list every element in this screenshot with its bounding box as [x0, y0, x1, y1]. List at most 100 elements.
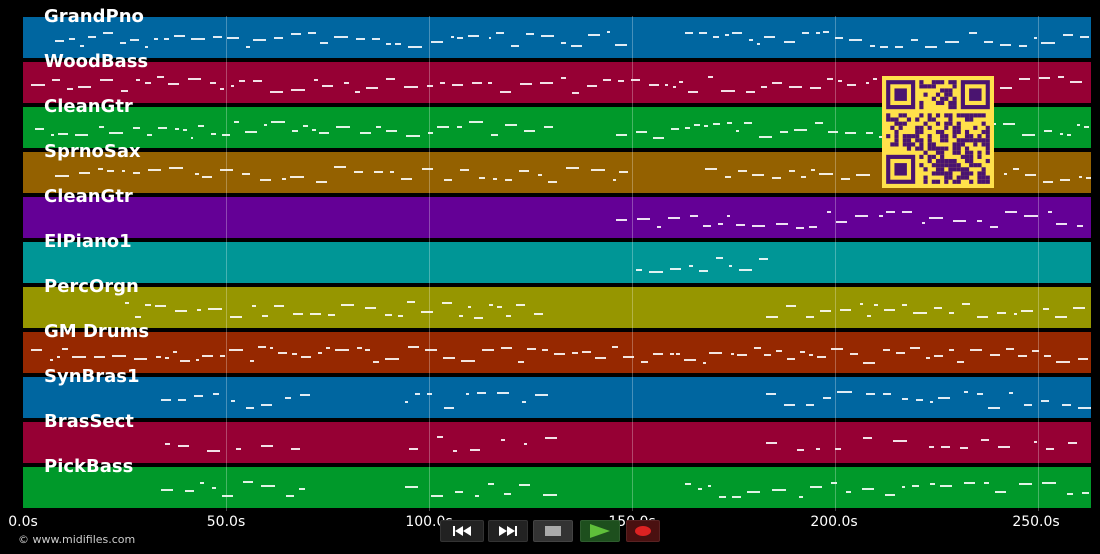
note-mark	[683, 358, 697, 361]
note-mark	[844, 132, 857, 135]
note-mark	[1013, 313, 1017, 316]
track-lane-elpiano1[interactable]	[23, 241, 1091, 284]
note-mark	[539, 81, 553, 84]
note-mark	[303, 125, 308, 128]
note-mark	[964, 482, 975, 485]
note-mark	[458, 314, 464, 317]
note-mark	[698, 32, 708, 35]
note-mark	[1055, 223, 1068, 226]
note-mark	[443, 356, 456, 359]
note-mark	[834, 37, 843, 40]
note-mark	[884, 308, 895, 311]
note-mark	[738, 170, 747, 173]
note-mark	[292, 130, 298, 133]
note-mark	[376, 126, 381, 129]
track-lane-synbras1[interactable]	[23, 376, 1091, 419]
note-mark	[969, 349, 982, 352]
note-mark	[1032, 350, 1040, 353]
note-mark	[817, 355, 826, 358]
rewind-button[interactable]	[440, 520, 484, 542]
note-mark	[731, 495, 741, 498]
note-mark	[408, 448, 418, 451]
note-mark	[1059, 179, 1070, 182]
note-mark	[736, 354, 747, 357]
track-label: WoodBass	[44, 51, 149, 72]
note-mark	[165, 442, 171, 445]
note-mark	[820, 309, 831, 312]
note-mark	[398, 315, 403, 318]
note-mark	[511, 44, 520, 47]
note-mark	[994, 491, 1007, 494]
note-mark	[614, 44, 628, 47]
note-mark	[879, 45, 889, 48]
note-mark	[415, 393, 420, 396]
track-lane-cleangtr-2[interactable]	[23, 196, 1091, 239]
note-mark	[516, 304, 526, 307]
play-button[interactable]	[580, 520, 620, 542]
note-mark	[863, 437, 872, 440]
note-mark	[442, 302, 452, 305]
note-mark	[896, 352, 905, 355]
note-mark	[929, 401, 933, 404]
note-mark	[805, 316, 814, 319]
note-mark	[213, 393, 220, 396]
note-mark	[505, 124, 517, 127]
track-lane-pickbass[interactable]	[23, 466, 1091, 509]
note-mark	[602, 78, 611, 81]
note-mark	[389, 170, 395, 173]
note-mark	[630, 79, 641, 82]
note-mark	[437, 126, 449, 129]
note-mark	[964, 391, 968, 394]
track-lane-gm-drums[interactable]	[23, 331, 1091, 374]
record-button[interactable]	[626, 520, 660, 542]
note-mark	[234, 121, 239, 124]
note-mark	[997, 445, 1011, 448]
note-mark	[703, 225, 712, 228]
note-mark	[109, 132, 123, 135]
track-lane-percorgn[interactable]	[23, 286, 1091, 329]
note-mark	[491, 134, 498, 137]
note-mark	[1084, 125, 1089, 128]
note-mark	[648, 83, 659, 86]
note-mark	[504, 492, 512, 495]
note-mark	[708, 76, 714, 79]
note-mark	[561, 42, 566, 45]
track-lane-grandpno[interactable]	[23, 16, 1091, 59]
note-mark	[219, 355, 226, 358]
note-mark	[178, 445, 189, 448]
note-mark	[93, 356, 106, 359]
note-mark	[726, 122, 732, 125]
stop-button[interactable]	[533, 520, 573, 542]
note-mark	[427, 131, 433, 134]
track-label: PercOrgn	[44, 276, 139, 297]
note-mark	[133, 357, 148, 360]
note-mark	[841, 177, 850, 180]
note-mark	[693, 123, 700, 126]
note-mark	[334, 166, 346, 169]
note-mark	[779, 131, 789, 134]
note-mark	[839, 308, 852, 311]
note-mark	[198, 124, 204, 127]
note-mark	[238, 79, 246, 82]
note-mark	[474, 494, 479, 497]
note-mark	[1085, 177, 1091, 180]
note-mark	[771, 81, 782, 84]
note-mark	[1078, 175, 1082, 178]
fast-forward-button[interactable]	[488, 520, 528, 542]
track-lane-brassect[interactable]	[23, 421, 1091, 464]
note-mark	[385, 42, 392, 45]
note-mark	[1079, 36, 1089, 39]
note-mark	[736, 224, 745, 227]
qr-code-icon	[886, 80, 990, 184]
note-mark	[1055, 315, 1067, 318]
note-mark	[112, 354, 126, 357]
note-mark	[751, 224, 766, 227]
note-mark	[901, 398, 908, 401]
note-mark	[763, 36, 776, 39]
note-mark	[831, 348, 844, 351]
note-mark	[1062, 404, 1071, 407]
note-mark	[764, 354, 772, 357]
note-mark	[78, 171, 91, 174]
note-mark	[365, 348, 370, 351]
note-mark	[1024, 214, 1038, 217]
